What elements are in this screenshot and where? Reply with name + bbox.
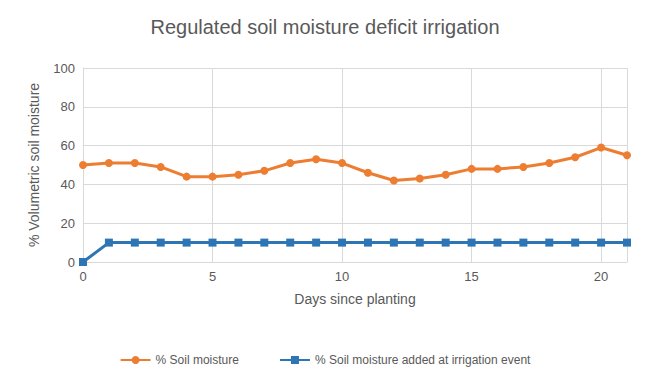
svg-text:0: 0	[79, 269, 86, 284]
svg-text:20: 20	[594, 269, 608, 284]
svg-text:20: 20	[61, 216, 75, 231]
svg-text:% Soil moisture: % Soil moisture	[156, 353, 240, 367]
svg-text:5: 5	[209, 269, 216, 284]
svg-text:40: 40	[61, 177, 75, 192]
svg-text:100: 100	[53, 61, 75, 76]
svg-text:% Soil moisture added at irrig: % Soil moisture added at irrigation even…	[315, 353, 531, 367]
svg-text:0: 0	[68, 255, 75, 270]
svg-text:Days since planting: Days since planting	[294, 291, 415, 307]
svg-text:Regulated soil moisture defici: Regulated soil moisture deficit irrigati…	[150, 16, 499, 38]
svg-text:10: 10	[335, 269, 349, 284]
svg-text:15: 15	[464, 269, 478, 284]
svg-text:% Volumetric soil moisture: % Volumetric soil moisture	[26, 83, 42, 247]
svg-text:80: 80	[61, 99, 75, 114]
svg-text:60: 60	[61, 138, 75, 153]
